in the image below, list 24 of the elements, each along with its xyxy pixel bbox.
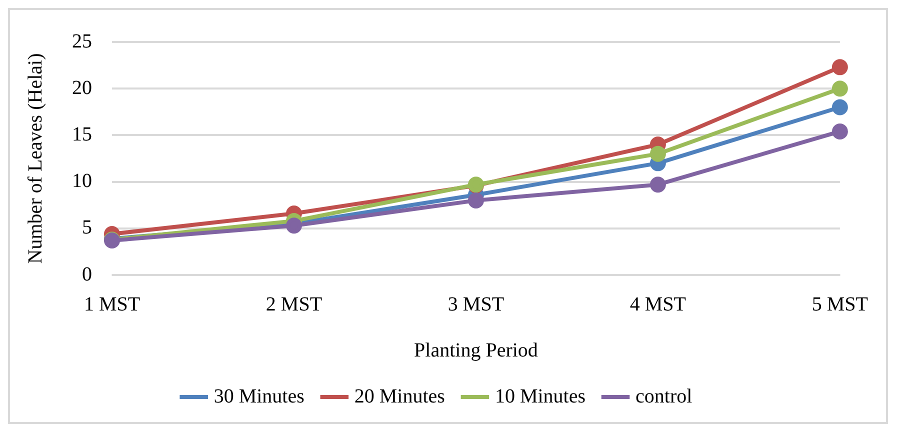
point	[832, 99, 848, 116]
legend-label: 30 Minutes	[214, 385, 305, 408]
x-tick-label: 4 MST	[630, 293, 686, 316]
point	[650, 146, 666, 162]
point	[832, 59, 848, 76]
point	[832, 123, 848, 140]
x-tick-label: 3 MST	[448, 293, 504, 316]
x-tick-label: 5 MST	[812, 293, 868, 316]
point	[468, 192, 484, 208]
y-axis-title: Number of Leaves (Helai)	[24, 53, 46, 264]
legend-label: 20 Minutes	[354, 385, 446, 408]
point	[832, 80, 848, 97]
y-tick-label: 10	[72, 170, 92, 192]
x-tick-label: 1 MST	[84, 293, 140, 316]
y-tick-label: 0	[82, 263, 92, 286]
y-tick-label: 25	[72, 30, 92, 52]
y-tick-label: 5	[82, 216, 92, 239]
legend-label: 10 Minutes	[494, 385, 586, 408]
point	[650, 176, 666, 193]
y-tick-label: 15	[72, 123, 92, 146]
x-tick-label: 2 MST	[266, 293, 322, 316]
y-tick-label: 20	[72, 76, 92, 99]
legend-label: control	[636, 385, 693, 408]
x-axis-title: Planting Period	[414, 339, 538, 362]
